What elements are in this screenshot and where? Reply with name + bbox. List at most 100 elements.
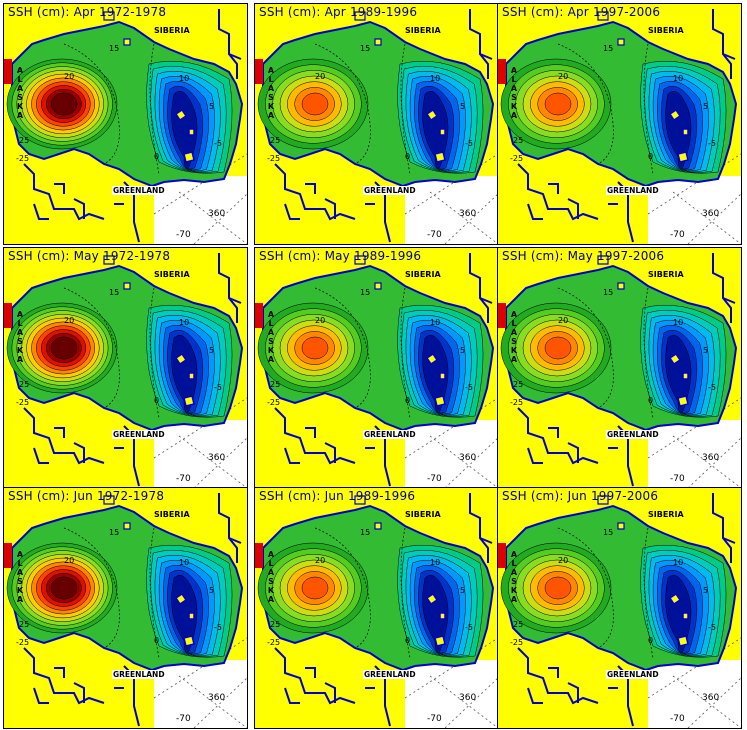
alaska-edge bbox=[498, 543, 506, 568]
siberian-islands bbox=[354, 495, 382, 530]
contour-value-label: 20 bbox=[64, 556, 75, 565]
contour-value-label: -25 bbox=[267, 154, 281, 163]
lat-70-label: -70 bbox=[427, 714, 442, 724]
coastline-ne bbox=[469, 253, 493, 323]
contour-value-label: 25 bbox=[270, 136, 281, 145]
coastline bbox=[517, 647, 634, 727]
contour-value-label: -5 bbox=[708, 139, 716, 148]
contour-value-label: -25 bbox=[267, 398, 281, 407]
coastline-ne bbox=[469, 493, 493, 563]
outside-domain bbox=[648, 420, 741, 488]
zero-contour bbox=[314, 527, 411, 659]
zero-contour bbox=[557, 43, 654, 175]
zero-contour bbox=[557, 527, 654, 659]
siberia-label: SIBERIA bbox=[154, 270, 190, 279]
coastline-ne bbox=[712, 493, 736, 563]
siberian-islands bbox=[597, 11, 625, 46]
ssh-map-svg bbox=[4, 4, 247, 244]
contour-value-label: 20 bbox=[558, 72, 569, 81]
contour-value-label: -25 bbox=[510, 398, 524, 407]
ssh-contour-high bbox=[301, 92, 329, 116]
contour-value-label: -5 bbox=[214, 623, 222, 632]
lat-70-label: -70 bbox=[670, 714, 685, 724]
coastline bbox=[274, 163, 391, 243]
outside-domain bbox=[405, 176, 498, 244]
greenland-label: GREENLAND bbox=[606, 186, 660, 195]
graticule bbox=[647, 397, 741, 488]
siberia-label: SIBERIA bbox=[405, 510, 441, 519]
contour-value-label: 15 bbox=[360, 288, 371, 297]
contour-value-label: 0 bbox=[405, 152, 411, 161]
islands bbox=[174, 352, 195, 407]
lat-70-label: -70 bbox=[427, 474, 442, 484]
contour-value-label: -25 bbox=[510, 638, 524, 647]
islands bbox=[425, 352, 446, 407]
coastline bbox=[517, 407, 634, 487]
lat-70-label: -70 bbox=[176, 230, 191, 240]
contour-value-label: 15 bbox=[360, 528, 371, 537]
lon-360-label: 360 bbox=[702, 453, 720, 463]
ssh-contour-low bbox=[422, 574, 449, 653]
siberian-islands bbox=[103, 495, 131, 530]
contour-value-label: 15 bbox=[109, 288, 120, 297]
contour-value-label: 10 bbox=[430, 318, 441, 327]
islands bbox=[668, 592, 689, 647]
contour-value-label: -5 bbox=[465, 139, 473, 148]
siberian-islands bbox=[354, 255, 382, 290]
contour-value-label: 5 bbox=[209, 586, 215, 595]
zero-contour bbox=[557, 287, 654, 419]
contour-value-label: -5 bbox=[214, 139, 222, 148]
outside-domain bbox=[405, 420, 498, 488]
alaska-label: ALASKA bbox=[267, 66, 275, 120]
ssh-map-svg bbox=[498, 4, 741, 244]
contour-value-label: 15 bbox=[603, 288, 614, 297]
alaska-label: ALASKA bbox=[510, 66, 518, 120]
contour-value-label: 20 bbox=[315, 556, 326, 565]
contour-value-label: 0 bbox=[405, 636, 411, 645]
contour-value-label: -5 bbox=[465, 383, 473, 392]
lat-70-label: -70 bbox=[176, 474, 191, 484]
graticule bbox=[404, 397, 498, 488]
contour-value-label: 25 bbox=[19, 620, 30, 629]
ssh-map-svg bbox=[255, 488, 498, 728]
zero-contour bbox=[63, 43, 160, 175]
graticule bbox=[404, 153, 498, 244]
contour-value-label: 5 bbox=[703, 102, 709, 111]
panel-title: SSH (cm): May 1989-1996 bbox=[259, 249, 422, 263]
contour-value-label: 25 bbox=[513, 136, 524, 145]
contour-value-label: 5 bbox=[460, 346, 466, 355]
ssh-contour-high bbox=[50, 92, 78, 116]
map-panel-jun-1972-1978: SSH (cm): Jun 1972-1978 SIBERIA GREENLAND A… bbox=[3, 487, 248, 729]
contour-value-label: 0 bbox=[154, 396, 160, 405]
ssh-contour-low bbox=[171, 90, 198, 169]
contour-value-label: 5 bbox=[703, 346, 709, 355]
siberia-label: SIBERIA bbox=[405, 270, 441, 279]
contour-value-label: -25 bbox=[16, 154, 30, 163]
contour-value-label: 10 bbox=[673, 74, 684, 83]
islands bbox=[668, 108, 689, 163]
contour-value-label: 0 bbox=[648, 636, 654, 645]
islands bbox=[425, 592, 446, 647]
panel-title: SSH (cm): May 1972-1978 bbox=[8, 249, 171, 263]
contour-value-label: 10 bbox=[430, 558, 441, 567]
contour-value-label: 10 bbox=[430, 74, 441, 83]
lat-70-label: -70 bbox=[176, 714, 191, 724]
ssh-map-svg bbox=[4, 248, 247, 488]
panel-title: SSH (cm): Jun 1972-1978 bbox=[8, 489, 165, 503]
alaska-edge bbox=[4, 59, 12, 84]
contour-value-label: -5 bbox=[465, 623, 473, 632]
ssh-contour-high bbox=[544, 336, 572, 360]
contour-value-label: 15 bbox=[603, 528, 614, 537]
ssh-contour-low bbox=[665, 334, 692, 413]
outside-domain bbox=[154, 176, 247, 244]
contour-value-label: 20 bbox=[558, 556, 569, 565]
siberian-islands bbox=[597, 255, 625, 290]
alaska-label: ALASKA bbox=[16, 66, 24, 120]
siberia-label: SIBERIA bbox=[405, 26, 441, 35]
ssh-contour-high bbox=[50, 336, 78, 360]
ssh-map-svg bbox=[255, 248, 498, 488]
zero-contour bbox=[63, 287, 160, 419]
greenland-label: GREENLAND bbox=[363, 670, 417, 679]
coastline-ne bbox=[218, 9, 242, 79]
